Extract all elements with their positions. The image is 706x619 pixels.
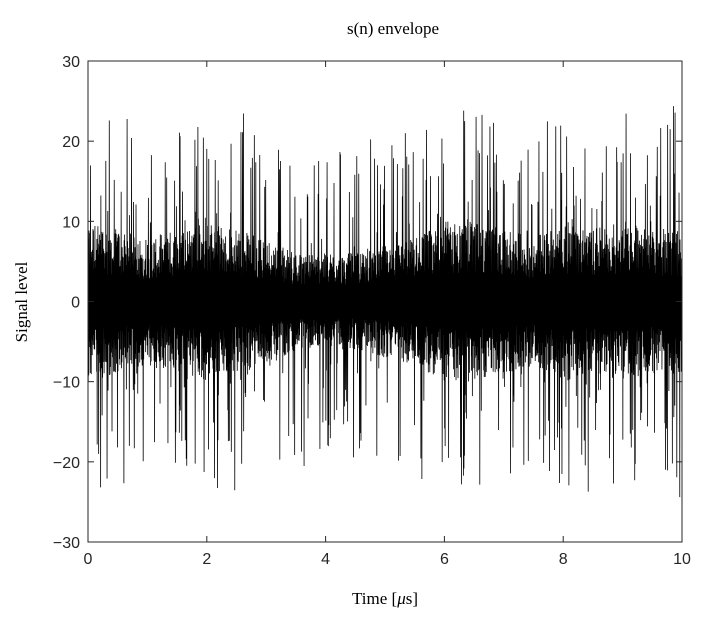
y-tick-label: 0 (71, 295, 80, 312)
y-axis-label: Signal level (12, 261, 31, 342)
chart-title: s(n) envelope (347, 19, 439, 38)
y-tick-label: 30 (62, 54, 80, 71)
x-axis-label-suffix: s] (406, 589, 418, 608)
y-tick-label: 10 (62, 214, 80, 231)
x-tick-label: 2 (202, 551, 211, 568)
x-tick-label: 0 (84, 551, 93, 568)
y-tick-label: −20 (53, 455, 80, 472)
signal-trace (88, 106, 682, 498)
signal-line (88, 106, 682, 498)
x-axis-label: Time [μs] (352, 589, 418, 608)
x-tick-label: 8 (559, 551, 568, 568)
y-tick-label: −10 (53, 375, 80, 392)
x-tick-label: 10 (673, 551, 691, 568)
x-tick-label: 6 (440, 551, 449, 568)
y-tick-label: 20 (62, 134, 80, 151)
x-axis-label-prefix: Time [ (352, 589, 398, 608)
x-axis-label-unit: μ (396, 589, 406, 608)
axis-ticks: 0 2 4 6 8 10 −30 −20 −10 0 10 20 30 (53, 54, 691, 568)
y-tick-label: −30 (53, 535, 80, 552)
x-tick-label: 4 (321, 551, 330, 568)
